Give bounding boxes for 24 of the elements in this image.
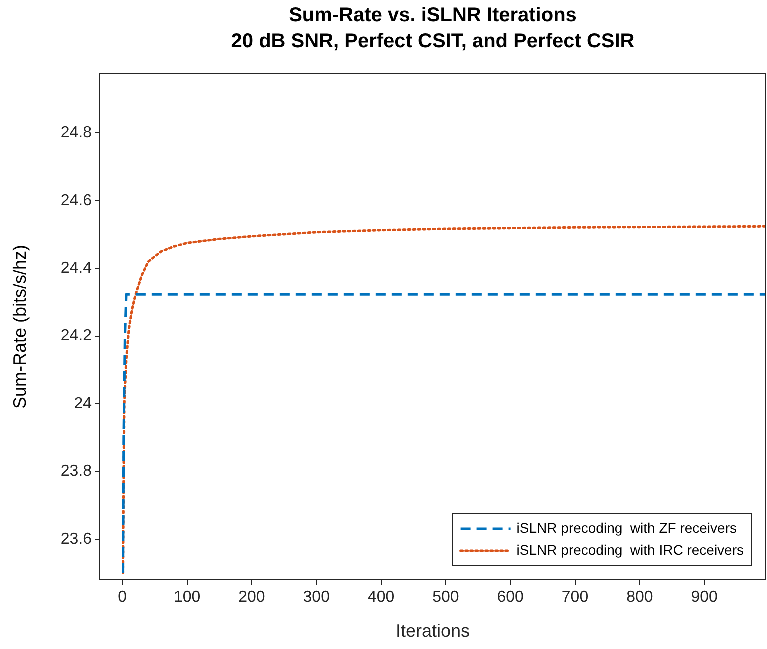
- y-tick-label: 24: [74, 395, 92, 412]
- legend-label: iSLNR precoding with ZF receivers: [516, 520, 737, 536]
- y-tick-label: 23.6: [60, 530, 92, 548]
- line-series: [122, 225, 766, 574]
- x-tick-label: 100: [174, 589, 201, 606]
- x-tick-label: 800: [626, 589, 654, 606]
- y-tick-label: 24.4: [60, 260, 92, 278]
- line-series: [122, 293, 766, 574]
- x-tick-label: 700: [562, 589, 589, 606]
- x-tick-label: 600: [497, 589, 524, 606]
- x-tick-label: 200: [238, 589, 266, 606]
- y-tick-label: 24.6: [60, 192, 92, 210]
- x-tick-label: 400: [368, 589, 395, 606]
- x-tick-label: 0: [118, 589, 128, 606]
- chart-title: Sum-Rate vs. iSLNR Iterations 20 dB SNR, Perfect CSIT, and Perfect CSIR: [231, 4, 636, 53]
- x-tick-label: 500: [432, 589, 460, 606]
- x-tick-label: 300: [303, 589, 330, 606]
- x-axis-title: Iterations: [396, 621, 470, 642]
- y-tick-label: 24.8: [60, 124, 92, 142]
- y-tick-label: 24.2: [60, 328, 92, 345]
- legend-label: iSLNR precoding with IRC receivers: [516, 542, 744, 558]
- x-tick-label: 900: [691, 589, 718, 606]
- y-tick-label: 23.8: [60, 463, 92, 480]
- y-axis-title: Sum-Rate (bits/s/hz): [10, 244, 30, 410]
